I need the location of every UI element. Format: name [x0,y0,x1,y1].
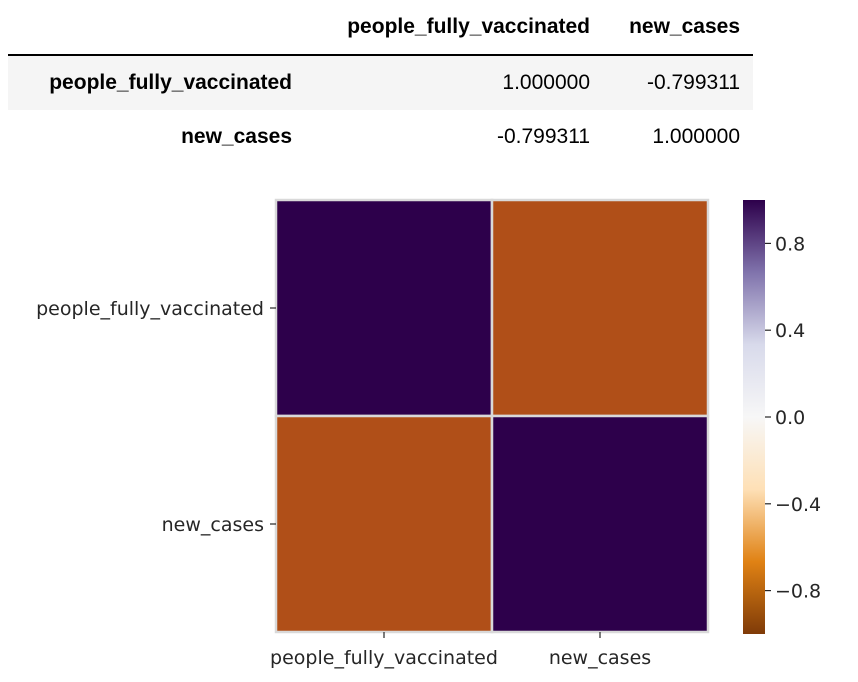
colorbar-tick-label: 0.0 [775,407,805,429]
heatmap-cell [274,414,494,634]
colorbar: 0.8 0.4 0.0 −0.4 −0.8 [743,200,821,634]
colorbar-tick-label: −0.8 [775,581,821,603]
heatmap-cell [490,198,710,418]
x-tick-label: people_fully_vaccinated [270,647,498,669]
y-tick-label: people_fully_vaccinated [36,298,264,320]
heatmap-axes: people_fully_vaccinated new_cases people_f… [36,298,651,669]
colorbar-gradient [743,200,765,634]
table-row: people_fully_vaccinated 1.000000 -0.7993… [8,56,753,110]
colorbar-tick-label: 0.8 [775,233,805,255]
y-tick-label: new_cases [162,514,264,536]
colorbar-tick-label: −0.4 [775,494,821,516]
correlation-table: people_fully_vaccinated new_cases people… [8,0,753,164]
heatmap-cell [490,414,710,634]
column-header-people-fully-vaccinated: people_fully_vaccinated [347,15,590,38]
table-cell: 1.000000 [502,71,590,94]
row-label-new-cases: new_cases [181,125,292,148]
table-cell: -0.799311 [646,71,740,94]
row-label-people-fully-vaccinated: people_fully_vaccinated [49,71,292,94]
x-tick-label: new_cases [549,647,651,669]
table-header-row: people_fully_vaccinated new_cases [8,0,753,56]
column-header-new-cases: new_cases [629,15,740,38]
table-cell: -0.799311 [496,125,590,148]
colorbar-tick-label: 0.4 [775,320,805,342]
heatmap-cells [274,198,710,634]
heatmap-cell [274,198,494,418]
correlation-heatmap: people_fully_vaccinated new_cases people_f… [36,198,821,669]
table-cell: 1.000000 [652,125,740,148]
table-row: new_cases -0.799311 1.000000 [8,110,753,164]
